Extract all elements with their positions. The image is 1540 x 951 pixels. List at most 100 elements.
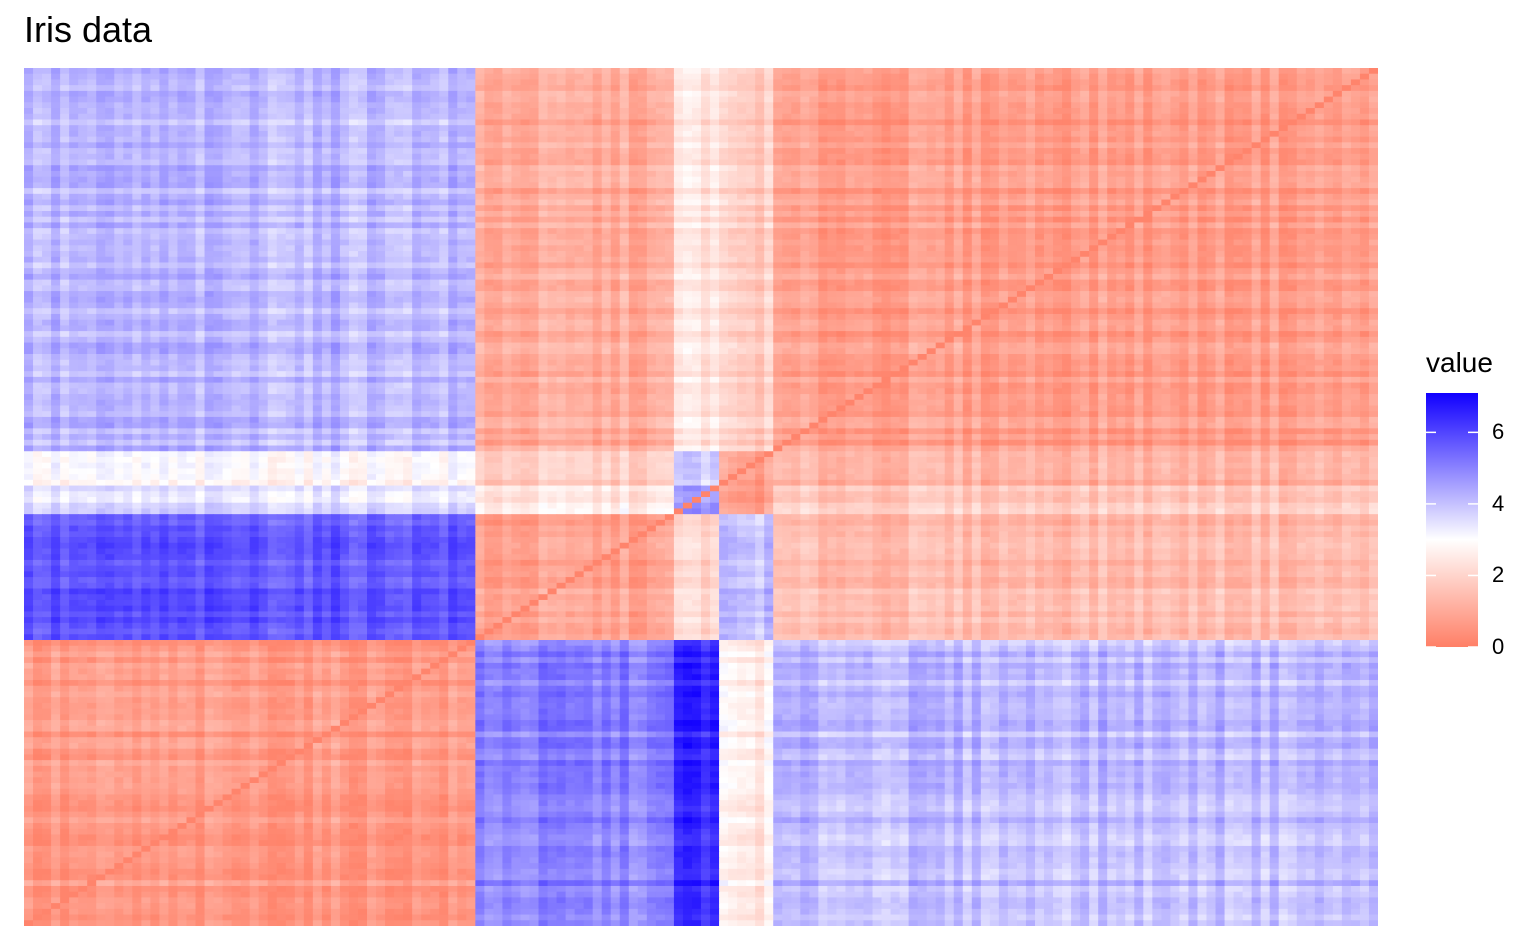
heatmap-cell xyxy=(1359,68,1370,75)
heatmap-cell xyxy=(556,153,567,161)
heatmap-cell xyxy=(1260,73,1271,81)
heatmap-cell xyxy=(710,176,720,183)
heatmap-cell xyxy=(394,193,404,201)
heatmap-cell xyxy=(1260,148,1271,155)
heatmap-cell xyxy=(186,216,197,224)
heatmap-cell xyxy=(1025,102,1036,109)
heatmap-cell xyxy=(601,205,612,212)
heatmap-cell xyxy=(132,205,142,212)
heatmap-cell xyxy=(1233,228,1244,235)
heatmap-cell xyxy=(1034,96,1045,103)
heatmap-cell xyxy=(204,79,215,86)
heatmap-cell xyxy=(1269,245,1280,252)
heatmap-cell xyxy=(1116,108,1126,115)
heatmap-cell xyxy=(764,233,774,241)
heatmap-cell xyxy=(69,119,79,126)
heatmap-cell xyxy=(556,85,567,92)
heatmap-cell xyxy=(186,102,197,109)
heatmap-cell xyxy=(538,188,549,195)
heatmap-cell xyxy=(1341,96,1352,103)
heatmap-cell xyxy=(1242,228,1253,235)
heatmap-cell xyxy=(213,136,224,143)
heatmap-cell xyxy=(204,90,215,98)
heatmap-cell xyxy=(1089,73,1099,81)
heatmap-cell xyxy=(574,142,585,149)
heatmap-cell xyxy=(78,211,88,218)
heatmap-cell xyxy=(881,233,892,241)
heatmap-cell xyxy=(1098,239,1108,246)
heatmap-cell xyxy=(971,108,982,115)
heatmap-cell xyxy=(710,153,720,161)
heatmap-cell xyxy=(484,199,494,206)
heatmap-cell xyxy=(51,113,61,121)
heatmap-cell xyxy=(628,211,639,218)
heatmap-cell xyxy=(1107,245,1117,252)
heatmap-cell xyxy=(619,165,630,172)
heatmap-cell xyxy=(953,251,964,258)
heatmap-cell xyxy=(782,68,792,75)
heatmap-cell xyxy=(511,130,522,138)
heatmap-cell xyxy=(538,239,549,246)
heatmap-cell xyxy=(1143,205,1153,212)
heatmap-cell xyxy=(1161,68,1171,75)
heatmap-cell xyxy=(285,188,296,195)
heatmap-cell xyxy=(1170,113,1181,121)
heatmap-cell xyxy=(1368,108,1378,115)
heatmap-cell xyxy=(267,125,278,132)
heatmap-cell xyxy=(1296,222,1307,229)
heatmap-cell xyxy=(168,165,179,172)
heatmap-cell xyxy=(367,239,377,246)
heatmap-cell xyxy=(213,205,224,212)
heatmap-cell xyxy=(484,251,494,258)
heatmap-cell xyxy=(114,125,124,132)
heatmap-cell xyxy=(475,239,485,246)
heatmap-cell xyxy=(240,153,251,161)
heatmap-cell xyxy=(836,239,847,246)
heatmap-cell xyxy=(105,193,115,201)
heatmap-cell xyxy=(809,108,819,115)
heatmap-cell xyxy=(1125,216,1135,224)
heatmap-cell xyxy=(619,193,630,201)
heatmap-cell xyxy=(628,205,639,212)
heatmap-cell xyxy=(682,130,693,138)
heatmap-cell xyxy=(583,85,594,92)
heatmap-cell xyxy=(953,239,964,246)
heatmap-cell xyxy=(836,188,847,195)
heatmap-cell xyxy=(538,136,549,143)
heatmap-cell xyxy=(791,228,801,235)
heatmap-cell xyxy=(240,102,251,109)
heatmap-cell xyxy=(439,130,449,138)
heatmap-cell xyxy=(1125,205,1135,212)
heatmap-cell xyxy=(1287,108,1298,115)
heatmap-cell xyxy=(1359,79,1370,86)
heatmap-cell xyxy=(764,113,774,121)
heatmap-cell xyxy=(1016,176,1027,183)
heatmap-cell xyxy=(637,216,648,224)
heatmap-cell xyxy=(231,170,242,178)
heatmap-cell xyxy=(24,148,34,155)
heatmap-cell xyxy=(1323,96,1334,103)
heatmap-cell xyxy=(24,188,34,195)
heatmap-cell xyxy=(1161,79,1171,86)
heatmap-cell xyxy=(1152,119,1162,126)
heatmap-cell xyxy=(1062,125,1072,132)
heatmap-cell xyxy=(1007,159,1018,166)
heatmap-cell xyxy=(637,205,648,212)
heatmap-cell xyxy=(114,193,124,201)
heatmap-cell xyxy=(186,73,197,81)
heatmap-cell xyxy=(493,130,504,138)
heatmap-cell xyxy=(403,159,413,166)
heatmap-cell xyxy=(294,228,305,235)
heatmap-cell xyxy=(701,199,711,206)
heatmap-cell xyxy=(601,130,612,138)
heatmap-cell xyxy=(123,136,133,143)
heatmap-cell xyxy=(1341,188,1352,195)
heatmap-cell xyxy=(818,102,828,109)
heatmap-cell xyxy=(574,136,585,143)
heatmap-cell xyxy=(980,205,991,212)
heatmap-cell xyxy=(899,113,910,121)
heatmap-cell xyxy=(1287,233,1298,241)
heatmap-cell xyxy=(24,96,34,103)
heatmap-cell xyxy=(1233,239,1244,246)
heatmap-cell xyxy=(312,90,323,98)
